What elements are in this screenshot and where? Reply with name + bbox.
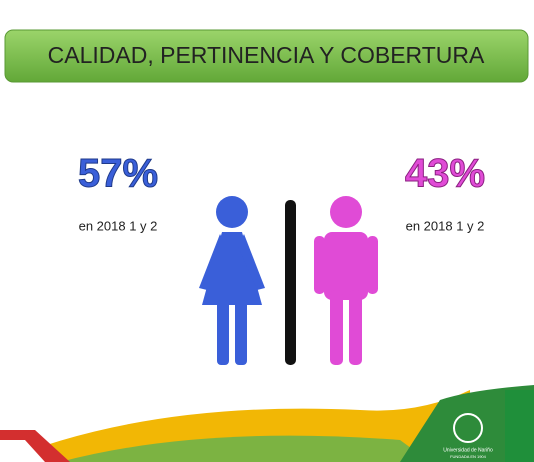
decoration xyxy=(400,385,534,462)
stat-label: en 2018 1 y 2 xyxy=(406,218,485,233)
stat-value: 57% xyxy=(78,152,158,196)
divider xyxy=(285,200,296,365)
decoration xyxy=(0,440,45,462)
man-icon xyxy=(314,196,378,365)
logo-subtext: FUNDADA EN 1904 xyxy=(450,454,487,459)
title-banner xyxy=(4,29,529,83)
logo-block xyxy=(505,390,534,462)
logo-text: Universidad de Nariño xyxy=(443,447,493,453)
logo-seal xyxy=(453,413,483,443)
slide-title: CALIDAD, PERTINENCIA Y COBERTURA xyxy=(48,42,485,68)
stat-value: 43% xyxy=(405,152,485,196)
stat-label: en 2018 1 y 2 xyxy=(79,218,158,233)
woman-icon xyxy=(199,196,265,365)
decoration xyxy=(60,435,430,462)
